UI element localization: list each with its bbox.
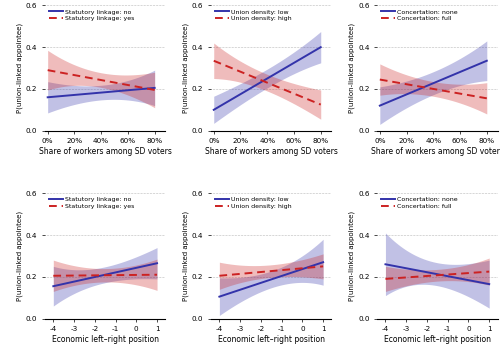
Legend: Union density: low, Union density: high: Union density: low, Union density: high <box>214 9 292 22</box>
X-axis label: Share of workers among SD voters: Share of workers among SD voters <box>205 147 338 156</box>
Legend: Union density: low, Union density: high: Union density: low, Union density: high <box>214 197 292 210</box>
X-axis label: Economic left–right position: Economic left–right position <box>52 335 158 344</box>
Y-axis label: P(union-linked appointee): P(union-linked appointee) <box>182 23 189 113</box>
X-axis label: Economic left–right position: Economic left–right position <box>384 335 491 344</box>
Y-axis label: P(union-linked appointee): P(union-linked appointee) <box>16 211 23 301</box>
X-axis label: Share of workers among SD voters: Share of workers among SD voters <box>371 147 500 156</box>
Y-axis label: P(union-linked appointee): P(union-linked appointee) <box>348 211 355 301</box>
Legend: Statutory linkage: no, Statutory linkage: yes: Statutory linkage: no, Statutory linkage… <box>48 197 135 210</box>
X-axis label: Share of workers among SD voters: Share of workers among SD voters <box>38 147 172 156</box>
Y-axis label: P(union-linked appointee): P(union-linked appointee) <box>182 211 189 301</box>
Y-axis label: P(union-linked appointee): P(union-linked appointee) <box>348 23 355 113</box>
Legend: Concertation: none, Concertation: full: Concertation: none, Concertation: full <box>380 9 458 22</box>
Legend: Statutory linkage: no, Statutory linkage: yes: Statutory linkage: no, Statutory linkage… <box>48 9 135 22</box>
Legend: Concertation: none, Concertation: full: Concertation: none, Concertation: full <box>380 197 458 210</box>
X-axis label: Economic left–right position: Economic left–right position <box>218 335 325 344</box>
Y-axis label: P(union-linked appointee): P(union-linked appointee) <box>16 23 23 113</box>
